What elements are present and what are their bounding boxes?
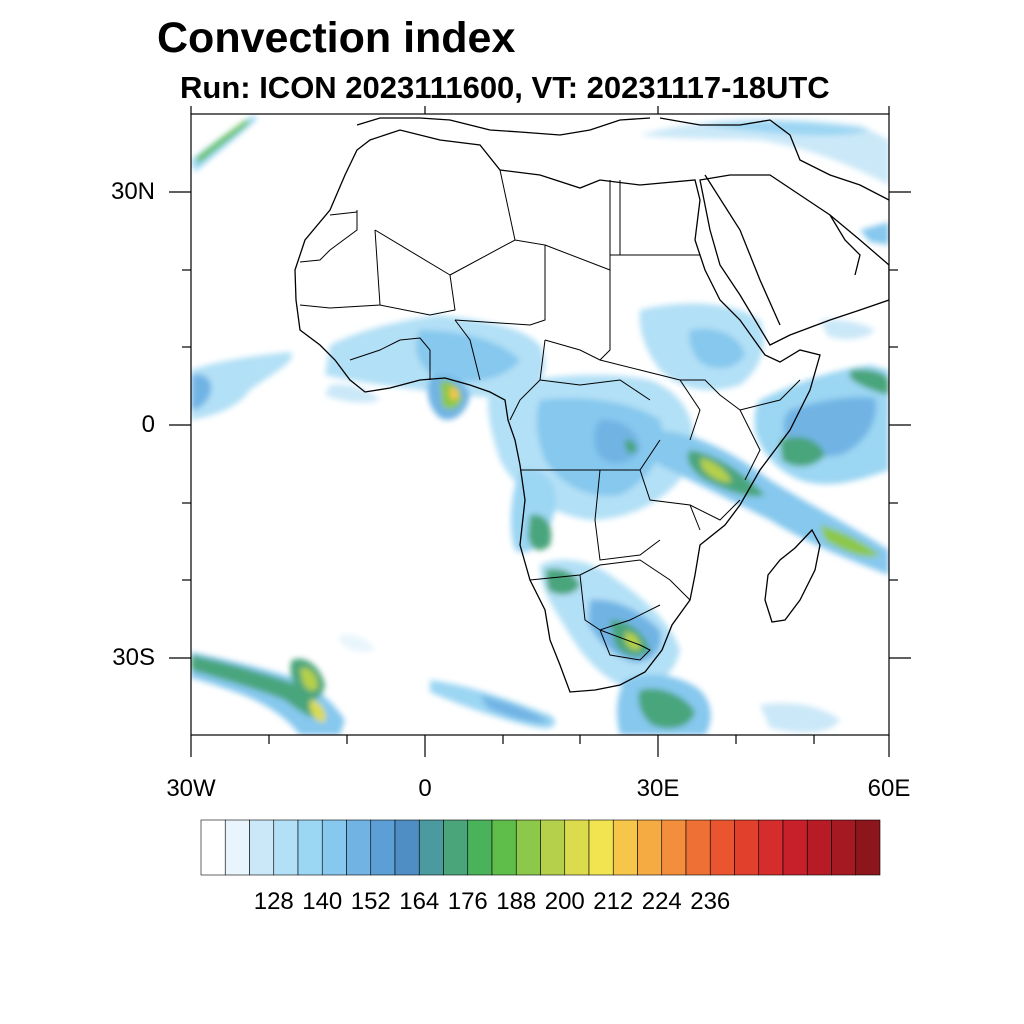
colorbar-swatch <box>564 819 590 876</box>
coastlines <box>294 117 889 693</box>
colorbar-swatch <box>709 819 735 876</box>
colorbar-swatch <box>200 819 226 876</box>
lon-label-60e: 60E <box>867 775 911 802</box>
colorbar-swatch <box>806 819 832 876</box>
lat-label-30n: 30N <box>110 178 155 205</box>
lon-label-30e: 30E <box>636 775 680 802</box>
axis-ticks <box>169 106 911 757</box>
colorbar-label: 188 <box>496 888 537 915</box>
colorbar-swatch <box>394 819 420 876</box>
colorbar <box>200 819 881 876</box>
colorbar-swatch <box>297 819 323 876</box>
colorbar-swatch <box>273 819 299 876</box>
lon-label-30w: 30W <box>166 775 216 802</box>
colorbar-swatch <box>224 819 250 876</box>
colorbar-swatch <box>249 819 275 876</box>
colorbar-swatch <box>321 819 347 876</box>
colorbar-swatch <box>661 819 687 876</box>
colorbar-swatch <box>637 819 663 876</box>
colorbar-swatch <box>540 819 566 876</box>
lon-label-0: 0 <box>418 775 432 802</box>
colorbar-swatch <box>418 819 444 876</box>
colorbar-label: 176 <box>447 888 488 915</box>
colorbar-swatch <box>758 819 784 876</box>
lat-label-0: 0 <box>141 411 155 438</box>
country-borders <box>299 169 801 661</box>
colorbar-swatch <box>346 819 372 876</box>
colorbar-swatch <box>831 819 857 876</box>
colorbar-swatch <box>782 819 808 876</box>
colorbar-swatch <box>734 819 760 876</box>
colorbar-label: 200 <box>544 888 585 915</box>
colorbar-swatch <box>443 819 469 876</box>
map-title: Convection index <box>157 14 516 62</box>
colorbar-label: 164 <box>399 888 440 915</box>
colorbar-swatch <box>588 819 614 876</box>
colorbar-swatch <box>685 819 711 876</box>
lat-label-30s: 30S <box>112 644 155 671</box>
colorbar-swatch <box>515 819 541 876</box>
colorbar-swatch <box>467 819 493 876</box>
colorbar-label: 152 <box>350 888 391 915</box>
convection-field <box>191 116 889 735</box>
colorbar-label: 236 <box>690 888 731 915</box>
colorbar-swatch <box>855 819 881 876</box>
map-subtitle: Run: ICON 2023111600, VT: 20231117-18UTC <box>180 70 830 105</box>
colorbar-swatch <box>612 819 638 876</box>
colorbar-label: 128 <box>253 888 294 915</box>
colorbar-swatch <box>370 819 396 876</box>
colorbar-label: 224 <box>641 888 682 915</box>
colorbar-swatch <box>491 819 517 876</box>
colorbar-label: 140 <box>302 888 343 915</box>
colorbar-label: 212 <box>593 888 634 915</box>
